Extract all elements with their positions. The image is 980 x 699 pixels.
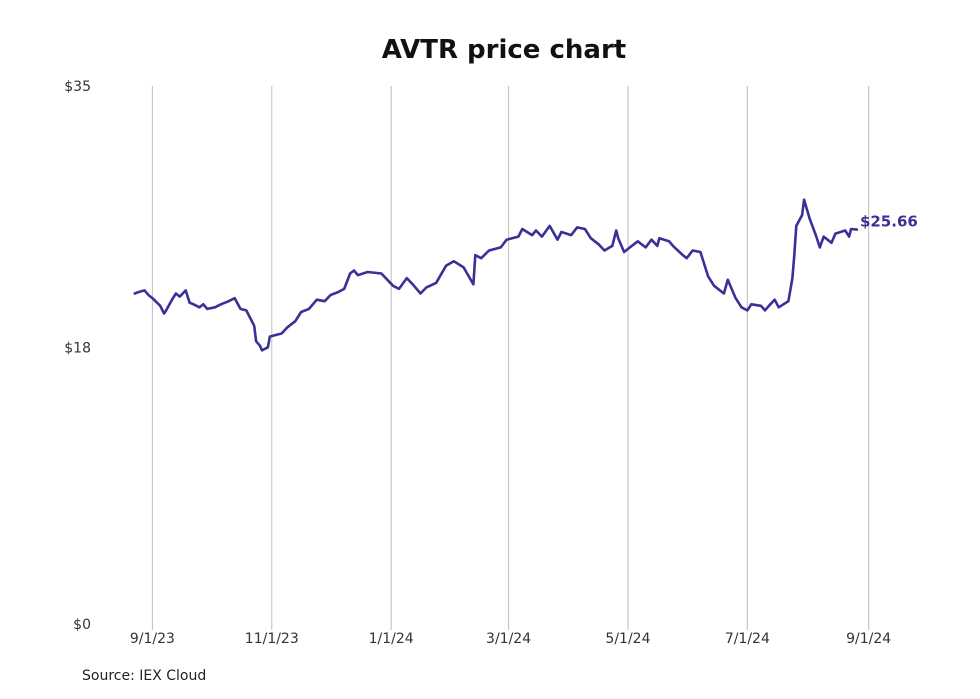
last-price-label: $25.66 (860, 213, 918, 231)
price-line (133, 198, 859, 352)
chart-title: AVTR price chart (382, 35, 626, 65)
source-note: Source: IEX Cloud (82, 668, 207, 684)
y-tick-label-0: $0 (73, 617, 91, 633)
gridlines (151, 86, 870, 630)
y-tick-label-2: $35 (64, 79, 91, 95)
x-tick-label-3: 3/1/24 (486, 631, 531, 647)
x-tick-label-4: 5/1/24 (605, 631, 650, 647)
y-axis-ticks: $0 $18 $35 (64, 79, 91, 633)
x-tick-label-6: 9/1/24 (846, 631, 891, 647)
x-tick-label-0: 9/1/23 (130, 631, 175, 647)
x-tick-label-5: 7/1/24 (725, 631, 770, 647)
y-tick-label-1: $18 (64, 340, 91, 356)
x-axis-ticks: 9/1/23 11/1/23 1/1/24 3/1/24 5/1/24 7/1/24 9/1… (130, 631, 891, 647)
x-tick-label-1: 11/1/23 (245, 631, 299, 647)
x-tick-label-2: 1/1/24 (369, 631, 414, 647)
